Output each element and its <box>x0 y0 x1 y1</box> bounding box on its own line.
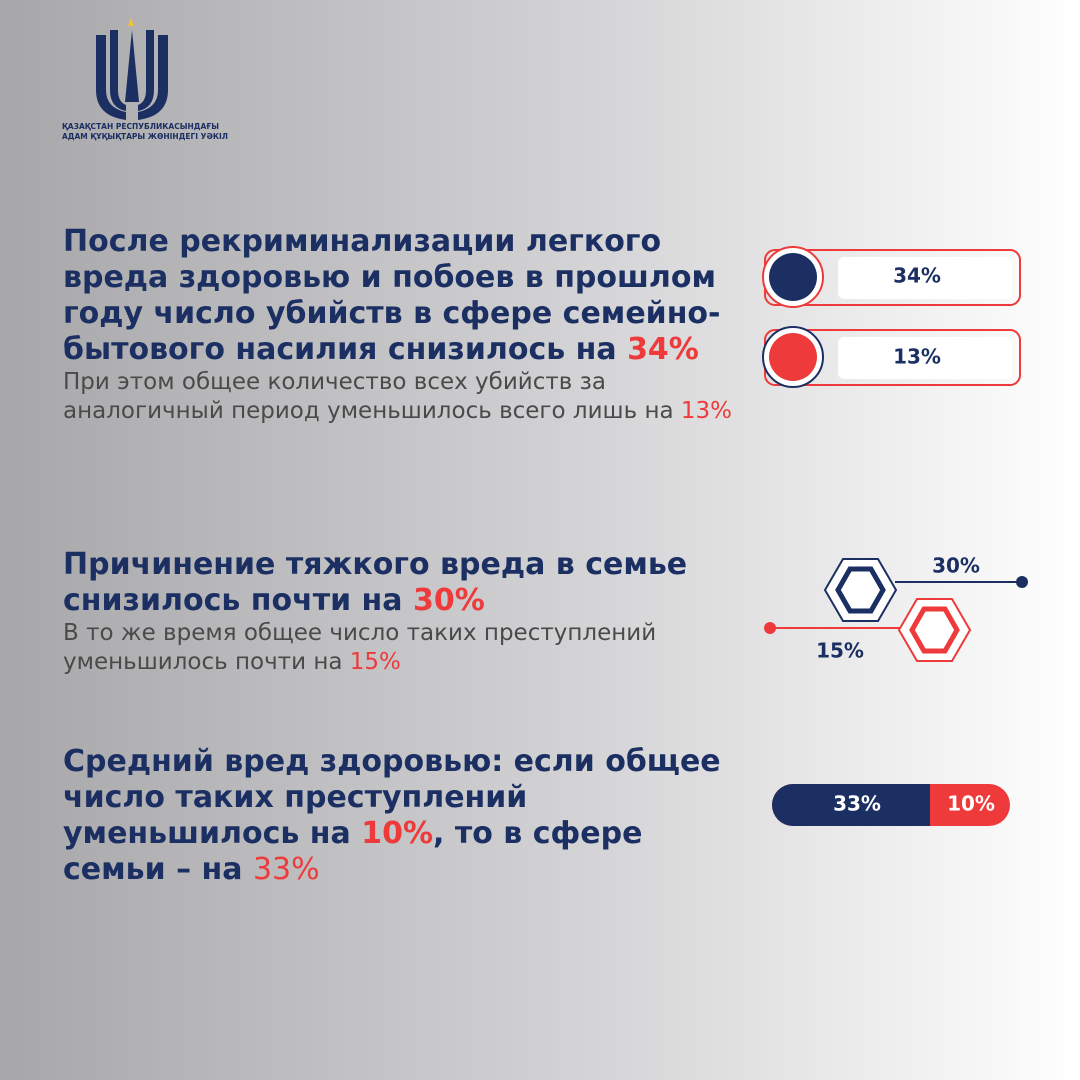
logo-caption: ҚАЗАҚСТАН РЕСПУБЛИКАСЫНДАҒЫ АДАМ ҚҰҚЫҚТА… <box>62 122 228 142</box>
highlight: 10% <box>361 816 434 851</box>
heading-text: Средний вред здоровью: если общее число … <box>63 744 721 851</box>
text: В то же время общее число таких преступл… <box>63 619 743 677</box>
hexagons: 30% 15% <box>764 554 1028 663</box>
hex-label: 15% <box>816 639 864 663</box>
bar-label: 33% <box>833 792 881 816</box>
heading-text: Причинение тяжкого вреда в семье снизило… <box>63 547 688 618</box>
highlight: 13% <box>680 398 733 424</box>
badge-label: 34% <box>893 264 941 288</box>
body-text: В то же время общее число таких преступл… <box>63 620 657 675</box>
heading: Причинение тяжкого вреда в семье снизило… <box>63 547 743 619</box>
badge-label: 13% <box>893 345 941 369</box>
highlight: 15% <box>349 649 401 675</box>
heading: После рекриминализации легкого вреда здо… <box>63 224 743 368</box>
split-bar: 33% 10% <box>772 784 1010 826</box>
heading-text: , то в сфере семьи – на <box>63 816 643 887</box>
section: Причинение тяжкого вреда в семье снизило… <box>63 547 743 677</box>
badge-2: 13% <box>762 326 1021 388</box>
logo-line: ҚАЗАҚСТАН РЕСПУБЛИКАСЫНДАҒЫ <box>62 122 220 131</box>
highlight: 33% <box>252 852 320 887</box>
highlight: 34% <box>627 332 699 367</box>
badge-1: 34% <box>762 246 1021 308</box>
logo <box>96 18 168 120</box>
body-text: При этом общее количество всех убийств з… <box>63 369 681 424</box>
hex-label: 30% <box>932 554 980 578</box>
highlight: 30% <box>412 583 485 618</box>
heading: Средний вред здоровью: если общее число … <box>63 744 743 888</box>
text: При этом общее количество всех убийств з… <box>63 368 743 426</box>
section: Средний вред здоровью: если общее число … <box>63 744 743 888</box>
heading-text: После рекриминализации легкого вреда здо… <box>63 224 721 367</box>
bar-label: 10% <box>947 792 995 816</box>
logo-line: АДАМ ҚҰҚЫҚТАРЫ ЖӨНІНДЕГІ УӘКІЛ <box>62 132 228 141</box>
section: После рекриминализации легкого вреда здо… <box>63 224 743 426</box>
